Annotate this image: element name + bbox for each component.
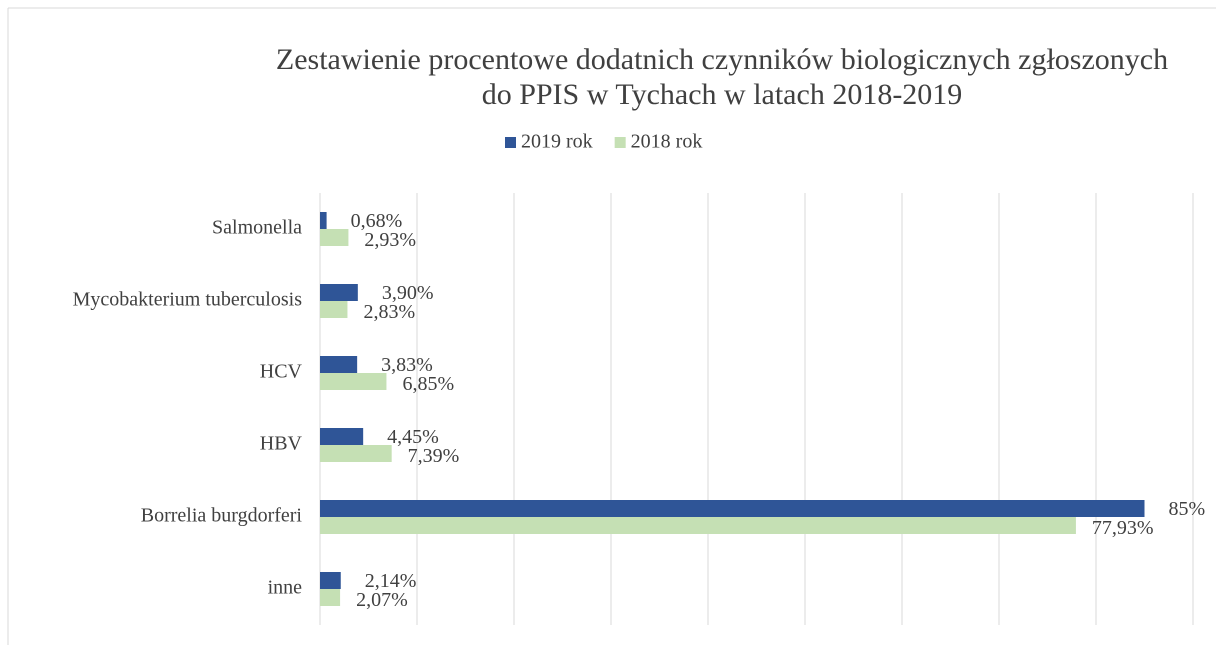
data-label: 6,85% xyxy=(402,373,454,395)
data-label: 85% xyxy=(1169,498,1206,520)
y-tick-label: HBV xyxy=(260,433,303,455)
legend-swatch xyxy=(614,137,626,148)
data-label: 2,83% xyxy=(363,301,415,323)
data-label: 2,93% xyxy=(364,229,416,251)
data-label: 7,39% xyxy=(408,445,460,467)
legend-label: 2018 rok xyxy=(631,131,703,153)
bar xyxy=(320,517,1076,534)
chart-title: Zestawienie procentowe dodatnich czynnik… xyxy=(276,43,1168,76)
bar xyxy=(320,428,364,445)
y-tick-label: Mycobakterium tuberculosis xyxy=(73,289,303,311)
bar xyxy=(320,572,341,589)
data-label: 77,93% xyxy=(1092,517,1154,539)
bar xyxy=(320,229,349,246)
bar xyxy=(320,589,341,606)
data-label: 2,07% xyxy=(356,589,408,611)
bar xyxy=(320,212,327,229)
legend-label: 2019 rok xyxy=(521,131,593,153)
y-tick-label: HCV xyxy=(260,361,303,383)
chart-title: do PPIS w Tychach w latach 2018-2019 xyxy=(482,78,963,111)
data-label: 4,45% xyxy=(387,426,439,448)
bar xyxy=(320,356,358,373)
bar xyxy=(320,373,387,390)
bar xyxy=(320,445,392,462)
data-label: 0,68% xyxy=(351,210,403,232)
data-label: 2,14% xyxy=(365,570,417,592)
data-label: 3,90% xyxy=(382,282,434,304)
y-tick-label: inne xyxy=(268,577,303,599)
bar xyxy=(320,284,358,301)
y-tick-label: Salmonella xyxy=(212,217,302,239)
y-tick-label: Borrelia burgdorferi xyxy=(141,505,303,527)
legend-swatch xyxy=(505,137,516,148)
bar xyxy=(320,301,348,318)
bar xyxy=(320,500,1145,517)
data-label: 3,83% xyxy=(381,354,433,376)
